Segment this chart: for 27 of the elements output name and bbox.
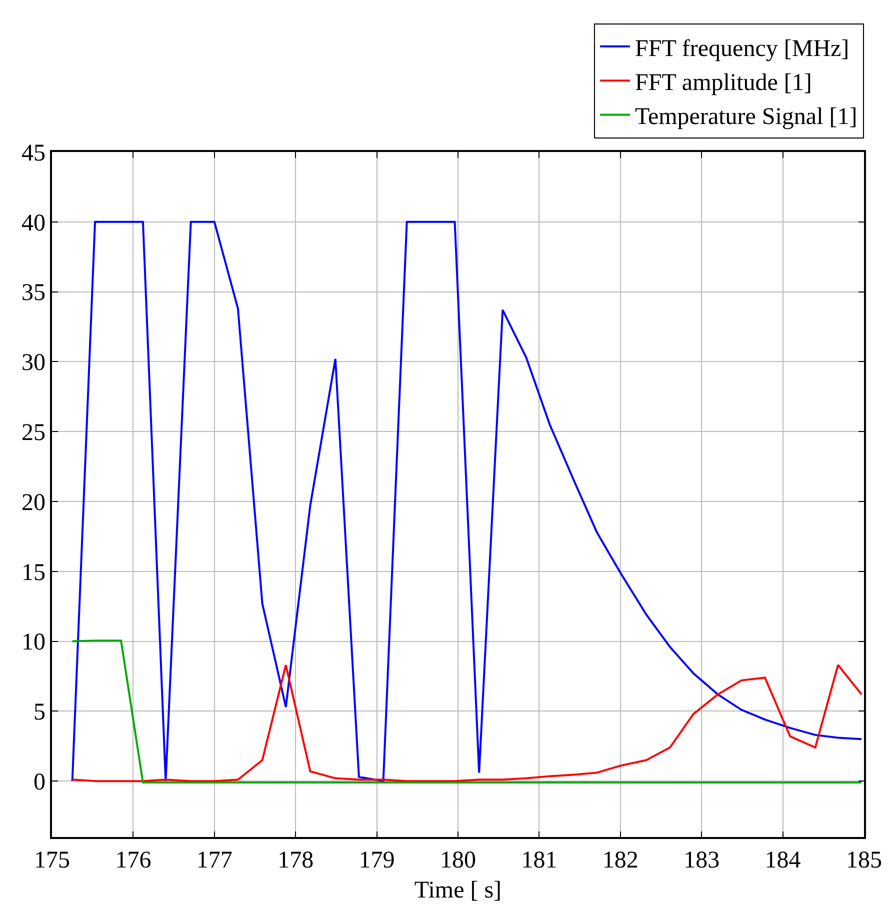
x-tick-label: 180	[440, 848, 476, 874]
y-tick-label: 25	[21, 420, 46, 446]
x-tick-label: 175	[34, 848, 70, 874]
y-tick-label: 45	[21, 140, 46, 166]
y-tick-label: 20	[21, 490, 46, 516]
x-tick-label: 176	[115, 848, 152, 874]
x-axis-title: Time [ s]	[414, 877, 502, 904]
y-tick-label: 5	[33, 700, 46, 726]
x-tick-label: 182	[602, 848, 638, 874]
x-tick-label: 184	[764, 848, 801, 874]
x-tick-label: 185	[846, 848, 882, 874]
legend-label: Temperature Signal [1]	[635, 104, 858, 130]
y-tick-label: 30	[21, 350, 46, 376]
x-tick-label: 177	[196, 848, 232, 874]
y-tick-label: 0	[33, 769, 46, 796]
x-tick-label: 181	[521, 848, 558, 874]
line-series	[71, 664, 863, 782]
y-tick-label: 15	[21, 560, 46, 586]
y-tick-label: 35	[21, 280, 46, 306]
x-tick-label: 183	[684, 848, 720, 874]
legend-label: FFT frequency [MHz]	[635, 36, 850, 62]
x-tick-label: 178	[278, 848, 314, 874]
line-series	[71, 220, 863, 782]
y-tick-label: 40	[21, 210, 46, 236]
legend-label: FFT amplitude [1]	[635, 70, 812, 96]
y-tick-label: 10	[21, 630, 46, 656]
x-tick-label: 179	[358, 848, 395, 874]
